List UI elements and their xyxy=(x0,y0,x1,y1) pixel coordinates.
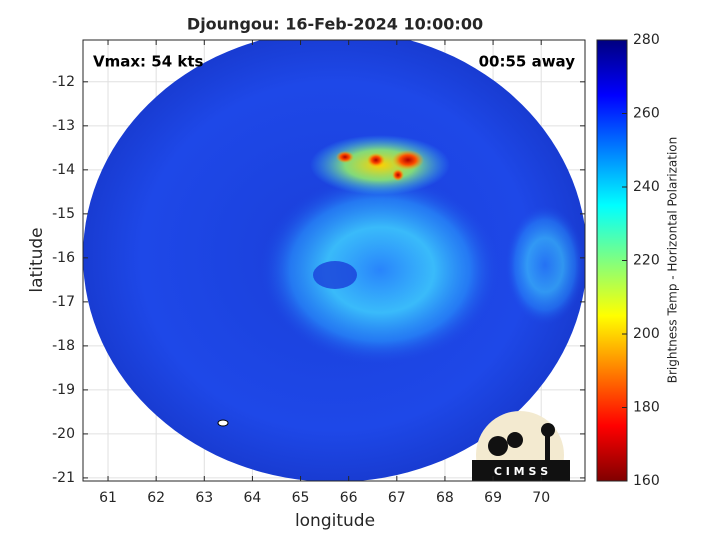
x-tick-label: 66 xyxy=(340,490,358,506)
logo-text: C I M S S xyxy=(494,465,548,478)
colorbar-tick-label: 160 xyxy=(633,473,660,489)
x-tick-label: 67 xyxy=(388,490,406,506)
colorbar-tick-label: 280 xyxy=(633,32,660,48)
x-tick-label: 69 xyxy=(484,490,502,506)
x-tick-label: 65 xyxy=(292,490,310,506)
y-tick-label: -21 xyxy=(52,470,75,486)
y-tick-label: -13 xyxy=(52,118,75,134)
x-axis-label: longitude xyxy=(295,511,375,531)
y-tick-label: -17 xyxy=(52,294,75,310)
annotation: 00:55 away xyxy=(479,53,576,71)
x-tick-label: 64 xyxy=(244,490,262,506)
y-tick-label: -19 xyxy=(52,382,75,398)
plot-frame xyxy=(82,39,586,482)
marker xyxy=(217,419,229,427)
x-tick-label: 70 xyxy=(532,490,550,506)
y-tick-label: -16 xyxy=(52,250,75,266)
annotation: Vmax: 54 kts xyxy=(93,53,203,71)
x-tick-label: 68 xyxy=(436,490,454,506)
colorbar-tick-label: 220 xyxy=(633,253,660,269)
x-tick-label: 62 xyxy=(147,490,165,506)
x-tick-label: 61 xyxy=(99,490,117,506)
y-tick-label: -18 xyxy=(52,338,75,354)
y-tick-label: -15 xyxy=(52,206,75,222)
image xyxy=(83,40,585,481)
colorbar-tick-label: 180 xyxy=(633,400,660,416)
y-tick-label: -12 xyxy=(52,74,75,90)
y-axis-label: latitude xyxy=(27,227,47,292)
colorbar-label: Brightness Temp - Horizontal Polarizatio… xyxy=(666,137,680,384)
chart-title: Djoungou: 16-Feb-2024 10:00:00 xyxy=(187,15,483,34)
colorbar-tick-label: 200 xyxy=(633,326,660,342)
colorbar-tick-label: 240 xyxy=(633,179,660,195)
logo: C I M S S xyxy=(472,411,570,481)
y-tick-label: -20 xyxy=(52,426,75,442)
colorbar-tick-label: 260 xyxy=(633,106,660,122)
x-tick-label: 63 xyxy=(195,490,213,506)
y-tick-label: -14 xyxy=(52,162,75,178)
